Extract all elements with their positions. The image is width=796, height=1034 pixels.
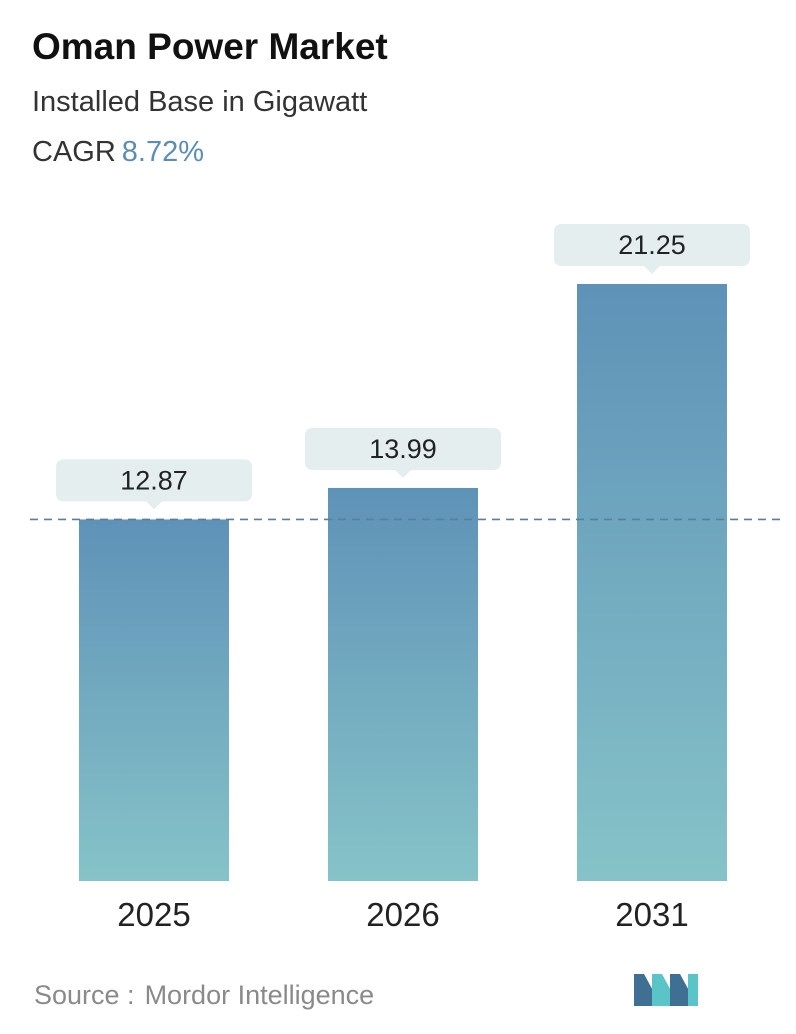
bar-2031 <box>577 284 727 881</box>
source-label: Source : <box>34 980 135 1010</box>
value-label-bubble <box>56 459 252 510</box>
x-tick-label: 2026 <box>366 896 439 933</box>
data-label: 21.25 <box>618 230 686 260</box>
value-label-bubble <box>305 427 501 478</box>
mordor-logo-icon <box>634 974 698 1006</box>
cagr-value: 8.72% <box>121 136 205 168</box>
cagr-line: CAGR 8.72% <box>32 136 204 169</box>
bar-2026 <box>328 487 478 881</box>
bar-2025 <box>79 519 229 881</box>
source-name: Mordor Intelligence <box>144 980 375 1010</box>
cagr-label: CAGR <box>32 136 116 168</box>
data-label: 13.99 <box>369 434 437 464</box>
chart-subtitle: Installed Base in Gigawatt <box>32 86 368 118</box>
value-label-bubble <box>554 224 750 274</box>
bar-chart: 12.87 2025 13.99 2026 21.25 2031 <box>30 224 784 933</box>
x-tick-label: 2025 <box>117 896 190 933</box>
x-tick-label: 2031 <box>615 896 688 933</box>
data-label: 12.87 <box>120 465 188 495</box>
chart-title: Oman Power Market <box>32 26 388 67</box>
source-line: Source : Mordor Intelligence <box>34 980 374 1011</box>
